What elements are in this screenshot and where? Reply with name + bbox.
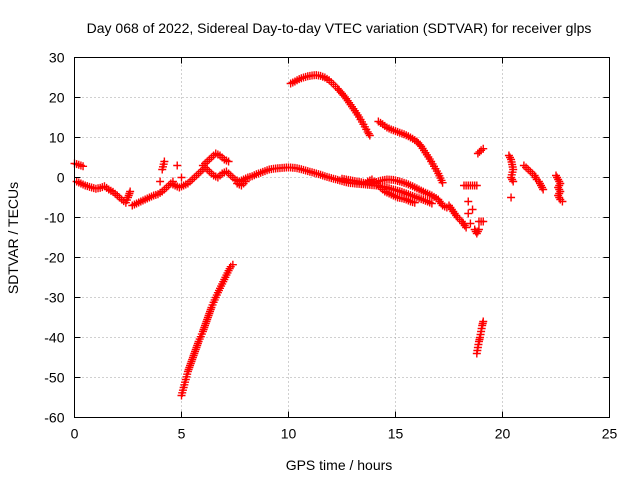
data-point [462,223,471,232]
plot-frame [74,57,610,418]
data-point [173,161,182,170]
data-point [507,193,516,202]
y-tick-label: 30 [49,50,65,66]
y-tick-label: -10 [44,210,64,226]
data-points [70,71,567,400]
data-point [558,197,567,206]
series-group [177,260,237,400]
data-point [464,197,473,206]
y-tick-label: 10 [49,130,65,146]
data-point [410,198,419,207]
x-tick-label: 5 [178,426,186,442]
series-group [363,175,419,207]
data-point [464,209,473,218]
series-group [472,317,488,358]
data-point [479,217,488,226]
data-point [508,175,517,184]
series-group [374,117,447,187]
series-group [445,181,488,238]
x-tick-label: 15 [388,426,404,442]
x-axis-label: GPS time / hours [286,457,393,473]
data-point [509,177,518,186]
data-point [126,187,135,196]
data-point [79,162,88,171]
data-point [177,173,186,182]
data-point [124,191,133,200]
data-point [479,144,488,153]
data-point [160,157,169,166]
data-point [365,131,374,140]
x-tick-label: 25 [602,426,618,442]
series-group [156,149,250,190]
data-point [168,177,177,186]
y-tick-label: -50 [44,370,64,386]
data-point [539,185,548,194]
data-point [156,177,165,186]
y-tick-label: -30 [44,290,64,306]
y-tick-label: -20 [44,250,64,266]
y-tick-label: 20 [49,90,65,106]
series-group [286,71,374,140]
data-point [474,225,483,234]
data-point [364,129,373,138]
data-point [228,260,237,269]
chart-title: Day 068 of 2022, Sidereal Day-to-day VTE… [87,20,592,36]
data-point [224,157,233,166]
grid [74,57,610,418]
ticks: 0 5 10 15 20 25 -60 -50 -40 -30 -20 -10 0 10 20 30 [44,50,617,442]
data-point [427,199,436,208]
y-axis-label: SDTVAR / TECUs [5,182,21,294]
data-point [438,178,447,187]
series-group [473,144,567,206]
data-point [241,177,250,186]
data-point [472,181,481,190]
data-point [466,219,475,228]
series-group [338,174,451,212]
y-tick-label: -40 [44,330,64,346]
data-point [468,205,477,214]
x-tick-label: 20 [495,426,511,442]
y-tick-label: -60 [44,410,64,426]
y-tick-label: 0 [57,170,65,186]
data-point [505,153,514,162]
x-tick-label: 0 [71,426,79,442]
data-point [479,317,488,326]
x-tick-label: 10 [281,426,297,442]
